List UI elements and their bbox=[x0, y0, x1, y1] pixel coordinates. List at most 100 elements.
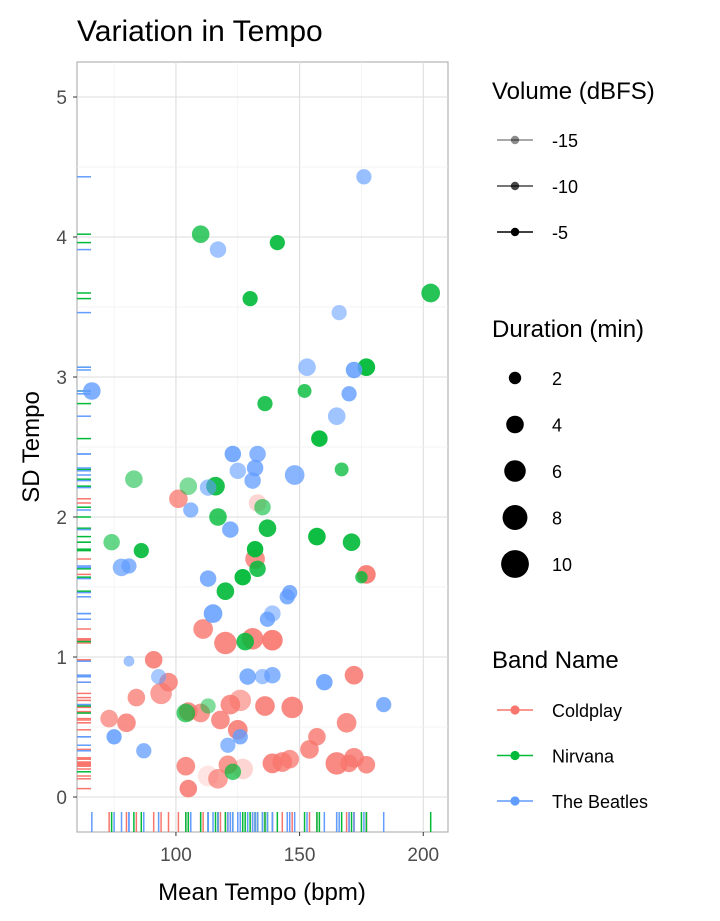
data-point bbox=[200, 698, 216, 714]
data-point bbox=[176, 756, 196, 776]
legend-duration-key bbox=[502, 505, 528, 530]
legend-duration-label: 6 bbox=[552, 462, 562, 482]
legend-duration-label: 4 bbox=[552, 416, 562, 436]
y-tick-label: 5 bbox=[56, 88, 67, 109]
data-point bbox=[179, 477, 198, 496]
data-point bbox=[183, 502, 199, 518]
legend-band-label: The Beatles bbox=[552, 792, 648, 812]
data-point bbox=[327, 407, 346, 426]
y-tick-label: 1 bbox=[56, 648, 67, 669]
legend-band-key bbox=[510, 705, 520, 715]
data-point bbox=[209, 508, 227, 526]
data-point bbox=[179, 779, 198, 798]
x-tick-label: 200 bbox=[407, 845, 439, 866]
x-axis-ticks: 100 150 200 bbox=[160, 832, 439, 866]
legend-volume-label: -10 bbox=[552, 177, 578, 197]
data-point bbox=[236, 632, 254, 651]
data-point bbox=[121, 558, 137, 574]
data-point bbox=[284, 465, 305, 485]
data-point bbox=[331, 304, 347, 321]
x-axis-title: Mean Tempo (bpm) bbox=[158, 879, 366, 906]
legend-volume: Volume (dBFS) -15 -10 -5 bbox=[492, 78, 655, 243]
legend-duration-label: 2 bbox=[552, 369, 562, 389]
data-point bbox=[208, 768, 228, 789]
legend-duration-key bbox=[506, 415, 524, 434]
data-point bbox=[249, 560, 266, 578]
y-axis-ticks: 0 1 2 3 4 5 bbox=[56, 88, 77, 809]
data-point bbox=[199, 479, 217, 496]
legend-volume-label: -15 bbox=[552, 131, 578, 151]
data-point bbox=[83, 382, 101, 400]
legend-band-title: Band Name bbox=[492, 647, 619, 674]
data-point bbox=[191, 225, 210, 243]
legend-duration-label: 10 bbox=[552, 555, 572, 575]
data-point bbox=[144, 651, 163, 669]
data-point bbox=[421, 283, 441, 303]
y-axis-title: SD Tempo bbox=[18, 391, 45, 503]
legend-duration: Duration (min) 2 4 6 8 10 bbox=[492, 316, 644, 578]
data-point bbox=[255, 696, 275, 716]
data-point bbox=[169, 489, 188, 509]
data-point bbox=[298, 358, 316, 377]
data-point bbox=[246, 459, 264, 477]
legend-duration-key bbox=[508, 371, 522, 385]
data-point bbox=[257, 395, 273, 412]
data-point bbox=[258, 519, 277, 537]
grid bbox=[77, 62, 448, 832]
data-point bbox=[280, 749, 300, 769]
data-point bbox=[269, 234, 285, 251]
data-point bbox=[117, 713, 136, 733]
data-point bbox=[220, 737, 236, 753]
x-tick-label: 150 bbox=[284, 845, 316, 866]
data-point bbox=[249, 445, 266, 463]
data-point bbox=[282, 584, 298, 601]
data-point bbox=[150, 668, 167, 685]
y-tick-label: 3 bbox=[56, 368, 67, 389]
data-point bbox=[127, 688, 146, 707]
data-point bbox=[209, 241, 227, 258]
data-point bbox=[345, 361, 363, 379]
data-point bbox=[103, 533, 120, 551]
data-point bbox=[214, 631, 237, 655]
data-point bbox=[239, 668, 256, 685]
data-point bbox=[211, 710, 230, 730]
data-point bbox=[262, 629, 283, 651]
data-point bbox=[242, 290, 258, 307]
data-point bbox=[229, 462, 246, 480]
data-point bbox=[224, 763, 242, 781]
legend-duration-title: Duration (min) bbox=[492, 316, 644, 343]
data-point bbox=[264, 605, 281, 622]
legend-duration-key bbox=[504, 460, 526, 482]
data-point bbox=[222, 521, 239, 538]
y-tick-label: 0 bbox=[56, 788, 67, 809]
data-point bbox=[216, 582, 235, 600]
data-point bbox=[357, 756, 376, 774]
legend-band-key bbox=[510, 750, 520, 761]
data-point bbox=[356, 169, 372, 185]
data-point bbox=[264, 666, 281, 684]
legend-volume-label: -5 bbox=[552, 223, 568, 243]
chart-title: Variation in Tempo bbox=[77, 15, 323, 48]
data-point bbox=[281, 696, 303, 719]
data-point bbox=[136, 743, 152, 759]
legend-volume-key bbox=[510, 227, 520, 237]
data-point bbox=[125, 470, 143, 489]
data-point bbox=[246, 540, 264, 558]
y-tick-label: 2 bbox=[56, 508, 67, 529]
legend-duration-key bbox=[501, 550, 529, 578]
data-point bbox=[234, 568, 251, 586]
data-point bbox=[311, 430, 328, 447]
legend-band-key bbox=[510, 796, 520, 806]
data-point bbox=[199, 570, 217, 587]
data-point bbox=[342, 533, 361, 551]
legend-duration-label: 8 bbox=[552, 509, 562, 529]
data-point bbox=[100, 709, 118, 728]
legend-band: Band Name Coldplay Nirvana The Beatles bbox=[492, 647, 648, 812]
legend-volume-key bbox=[510, 181, 520, 191]
data-point bbox=[232, 729, 248, 745]
points bbox=[83, 169, 441, 798]
data-point bbox=[244, 472, 261, 489]
data-point bbox=[193, 619, 213, 639]
legend-volume-key bbox=[510, 135, 520, 145]
